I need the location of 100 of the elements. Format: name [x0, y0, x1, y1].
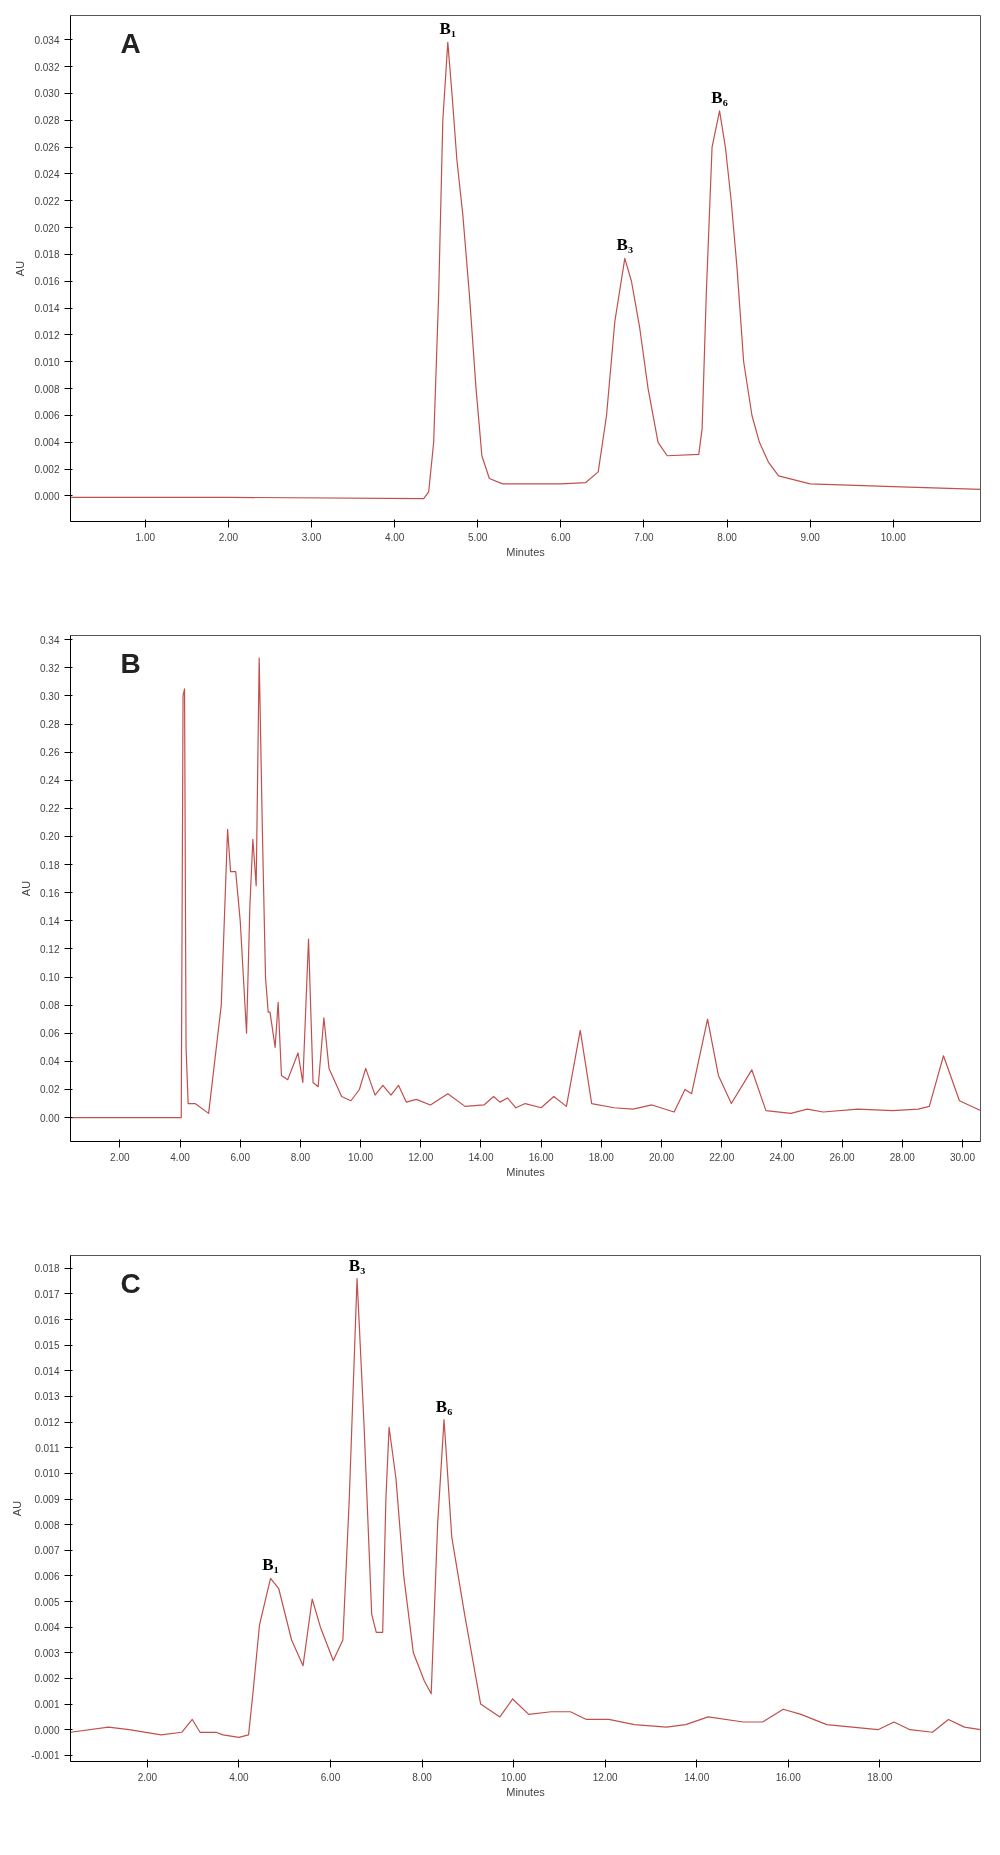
annotation: B₃	[348, 1255, 366, 1275]
x-tick-label: 6.00	[551, 531, 571, 543]
y-tick-label: 0.012	[34, 1417, 60, 1429]
y-tick-label: 0.018	[34, 1263, 60, 1275]
y-tick-label: 0.002	[34, 464, 60, 476]
y-axis-title: AU	[11, 1500, 24, 1517]
y-tick-label: 0.10	[40, 972, 60, 984]
y-tick-label: 0.006	[34, 410, 60, 422]
y-tick-label: 0.00	[40, 1112, 60, 1124]
y-tick-label: 0.013	[34, 1391, 60, 1403]
y-tick-label: 0.006	[34, 1570, 60, 1582]
x-tick-label: 10.00	[501, 1771, 527, 1783]
x-tick-label: 3.00	[301, 531, 322, 543]
y-tick-label: 0.02	[40, 1084, 60, 1096]
y-tick-label: 0.32	[40, 662, 60, 674]
y-tick-label: 0.004	[34, 437, 60, 449]
y-tick-label: 0.030	[34, 88, 60, 100]
text: A	[120, 28, 141, 60]
x-tick-label: 18.00	[867, 1771, 893, 1783]
x-tick-label: 8.00	[717, 531, 738, 543]
x-tick-label: 5.00	[467, 531, 488, 543]
y-tick-label: 0.12	[40, 943, 60, 955]
y-tick-label: 0.20	[40, 831, 60, 843]
x-tick-label: 9.00	[800, 531, 821, 543]
y-axis-title: AU	[14, 260, 27, 277]
y-tick-label: 0.18	[40, 859, 60, 871]
y-tick-label: 0.017	[34, 1288, 60, 1300]
y-tick-label: 0.009	[34, 1494, 60, 1506]
x-tick-label: 20.00	[649, 1151, 675, 1163]
y-tick-label: 0.022	[34, 195, 60, 207]
x-tick-label: 26.00	[829, 1151, 856, 1163]
x-tick-label: 2.00	[110, 1151, 131, 1163]
y-tick-label: 0.14	[40, 915, 60, 927]
y-tick-label: 0.018	[34, 249, 60, 261]
x-tick-label: 8.00	[412, 1771, 433, 1783]
x-tick-label: 10.00	[348, 1151, 374, 1163]
y-tick-label: 0.008	[34, 383, 60, 395]
x-tick-label: 14.00	[684, 1771, 710, 1783]
y-tick-label: 0.16	[40, 887, 60, 899]
y-tick-label: 0.016	[34, 1314, 60, 1326]
y-tick-label: 0.011	[35, 1442, 60, 1454]
y-tick-label: -0.001	[31, 1750, 60, 1762]
y-tick-label: 0.024	[34, 168, 60, 180]
y-tick-label: 0.06	[40, 1028, 60, 1040]
x-tick-label: 2.00	[137, 1771, 158, 1783]
y-tick-label: 0.014	[34, 303, 60, 315]
x-tick-label: 4.00	[229, 1771, 250, 1783]
x-tick-label: 12.00	[408, 1151, 434, 1163]
y-tick-label: 0.010	[34, 356, 60, 368]
x-tick-label: 28.00	[889, 1151, 916, 1163]
x-tick-label: 8.00	[290, 1151, 311, 1163]
y-tick-label: 0.020	[34, 222, 60, 234]
y-tick-label: 0.004	[34, 1622, 60, 1634]
y-tick-label: 0.34	[40, 634, 60, 646]
annotation: B₆	[435, 1396, 453, 1416]
y-tick-label: 0.010	[34, 1468, 60, 1480]
y-tick-label: 0.015	[34, 1340, 60, 1352]
text: B	[120, 648, 141, 680]
x-tick-label: 14.00	[468, 1151, 494, 1163]
x-tick-label: 7.00	[634, 531, 655, 543]
y-tick-label: 0.034	[34, 34, 60, 46]
annotation: B₆	[711, 87, 728, 107]
y-tick-label: 0.014	[34, 1365, 60, 1377]
y-tick-label: 0.24	[40, 775, 60, 787]
x-tick-label: 6.00	[230, 1151, 251, 1163]
x-tick-label: 2.00	[218, 531, 239, 543]
x-axis-title: Minutes	[506, 545, 546, 558]
x-tick-label: 22.00	[709, 1151, 735, 1163]
y-tick-label: 0.005	[34, 1596, 60, 1608]
y-tick-label: 0.08	[40, 1000, 60, 1012]
x-axis-title: Minutes	[506, 1165, 546, 1178]
y-tick-label: 0.007	[34, 1545, 60, 1557]
annotation: B₃	[616, 235, 634, 255]
x-tick-label: 16.00	[528, 1151, 555, 1163]
x-tick-label: 1.00	[135, 531, 156, 543]
x-tick-label: 18.00	[588, 1151, 615, 1163]
x-tick-label: 16.00	[775, 1771, 802, 1783]
x-tick-label: 12.00	[592, 1771, 619, 1783]
x-axis-title: Minutes	[506, 1785, 546, 1798]
y-tick-label: 0.032	[34, 61, 60, 73]
y-tick-label: 0.000	[34, 1724, 60, 1736]
x-tick-label: 10.00	[880, 531, 907, 543]
y-axis-title: AU	[20, 880, 33, 897]
text: C	[120, 1268, 141, 1300]
y-tick-label: 0.026	[34, 142, 60, 154]
y-tick-label: 0.22	[40, 803, 60, 815]
annotation: B₁	[262, 1555, 279, 1575]
annotation: B₁	[439, 19, 457, 39]
y-tick-label: 0.003	[34, 1647, 60, 1659]
y-tick-label: 0.26	[40, 747, 60, 759]
x-tick-label: 4.00	[384, 531, 405, 543]
y-tick-label: 0.04	[40, 1056, 60, 1068]
y-tick-label: 0.28	[40, 719, 60, 731]
y-tick-label: 0.028	[34, 115, 60, 127]
y-tick-label: 0.001	[34, 1699, 60, 1711]
y-tick-label: 0.012	[34, 329, 60, 341]
y-tick-label: 0.008	[34, 1519, 60, 1531]
x-tick-label: 30.00	[949, 1151, 976, 1163]
y-tick-label: 0.30	[40, 690, 60, 702]
x-tick-label: 6.00	[320, 1771, 341, 1783]
